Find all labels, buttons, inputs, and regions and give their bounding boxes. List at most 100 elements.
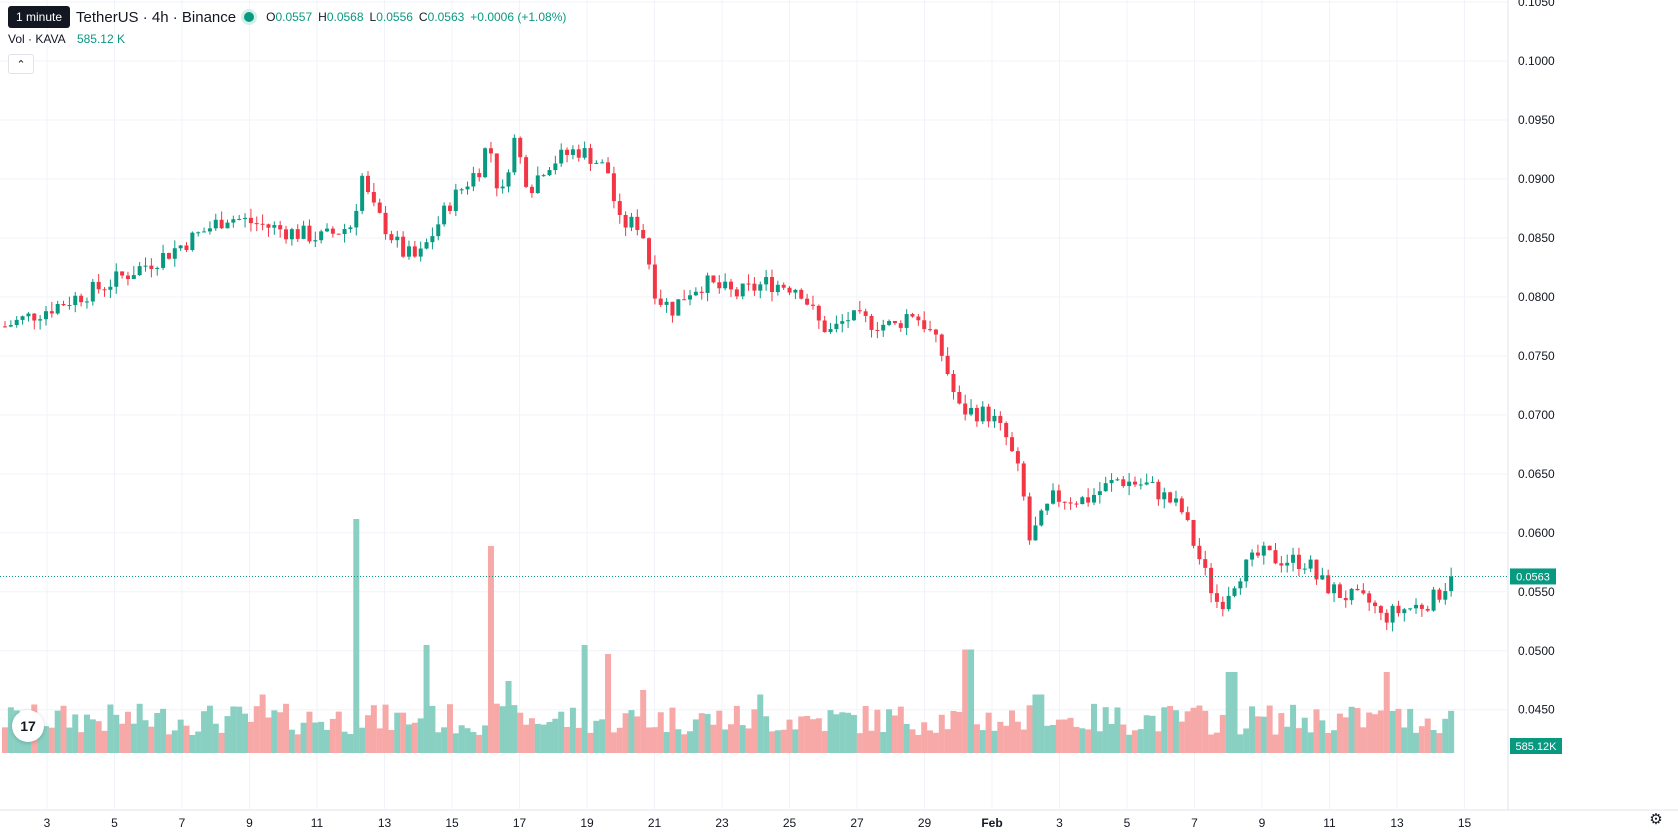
candle-body [1103,483,1108,492]
candle-body [207,228,212,232]
candle-body [108,286,113,290]
candle-body [1384,612,1389,623]
candle-body [1402,609,1407,614]
candle-body [1051,490,1056,504]
volume-bar [335,711,342,753]
candle-body [1203,559,1208,568]
volume-bar [1196,705,1203,753]
volume-bar [874,709,881,753]
candle-body [518,137,523,158]
collapse-legend-button[interactable]: ⌃ [8,54,34,74]
candle-body [1255,552,1260,556]
candle-body [1314,559,1319,580]
volume-bar [376,728,383,753]
volume-bar [382,704,389,753]
volume-bar [388,729,395,753]
volume-bar [405,724,412,753]
volume-bar [558,711,565,753]
candle-body [1355,588,1360,591]
candle-body [406,246,411,257]
candle-body [1431,589,1436,611]
candle-body [734,289,739,297]
candle-body [120,271,125,276]
candle-body [582,148,587,158]
time-tick-label: 17 [513,816,527,830]
ohlc-low: L0.0556 [369,10,413,24]
candle-body [225,222,230,229]
volume-bar [458,725,465,753]
candle-body [1144,482,1149,485]
volume-bar [312,722,319,753]
symbol-title[interactable]: TetherUS · 4h · Binance [76,8,237,26]
candle-body [1197,545,1202,560]
time-tick-label: 13 [378,816,392,830]
volume-bar [452,733,459,753]
volume-bar [552,718,559,753]
volume-bar [1442,718,1449,753]
volume-bar [417,718,424,753]
candle-body [190,232,195,251]
candle-body [1443,591,1448,600]
volume-bar [1143,715,1150,753]
volume-bar [622,713,629,753]
price-tick-label: 0.0600 [1518,526,1555,540]
candle-body [84,301,89,303]
candle-body [588,148,593,164]
volume-legend: Vol · KAVA 585.12 K [8,32,125,46]
candle-body [764,277,769,285]
candle-body [342,229,347,235]
candle-body [1068,502,1073,504]
volume-bar [886,709,893,753]
volume-bar [236,706,243,753]
volume-label: Vol · KAVA [8,32,66,46]
candle-body [565,149,570,155]
candle-body [348,227,353,230]
volume-bar [1202,710,1209,753]
volume-bar [253,706,260,753]
candle-body [729,281,733,290]
volume-bar [54,710,61,753]
volume-bar [1208,734,1215,753]
candle-body [933,329,938,335]
candle-body [1115,479,1120,481]
gear-icon[interactable]: ⚙ [1649,811,1663,828]
volume-bar [1331,730,1338,753]
volume-bar [1360,727,1367,753]
volume-bar [1243,728,1250,753]
volume-bar [1073,726,1080,753]
volume-bar [148,726,155,753]
candle-body [1320,575,1325,580]
volume-bar [1413,732,1420,753]
volume-bar [265,717,272,753]
volume-bar [271,710,278,753]
volume-bar [101,730,108,753]
volume-bar [815,718,822,753]
candle-body [125,275,130,280]
candle-body [32,313,37,321]
candle-body [740,283,745,297]
candle-body [307,225,312,242]
tradingview-logo-icon[interactable]: 17 [12,710,44,742]
candle-body [219,219,224,229]
candle-body [945,355,950,374]
volume-bar [1383,672,1390,753]
candle-body [857,310,862,312]
volume-bar [1014,721,1021,753]
volume-bar [903,723,910,753]
candle-body [887,320,892,325]
candle-body [922,320,927,330]
volume-bar [300,722,307,753]
volume-bar [1172,710,1179,753]
candle-body [1092,494,1096,503]
time-tick-label: 7 [179,816,186,830]
volume-bar [294,734,301,753]
candle-body [301,225,306,239]
time-tick-label: 9 [1259,816,1266,830]
price-tick-label: 0.0450 [1518,703,1555,717]
candle-body [1127,481,1132,487]
candle-body [1109,480,1114,484]
volume-bar [640,690,647,753]
volume-bar [763,716,770,753]
